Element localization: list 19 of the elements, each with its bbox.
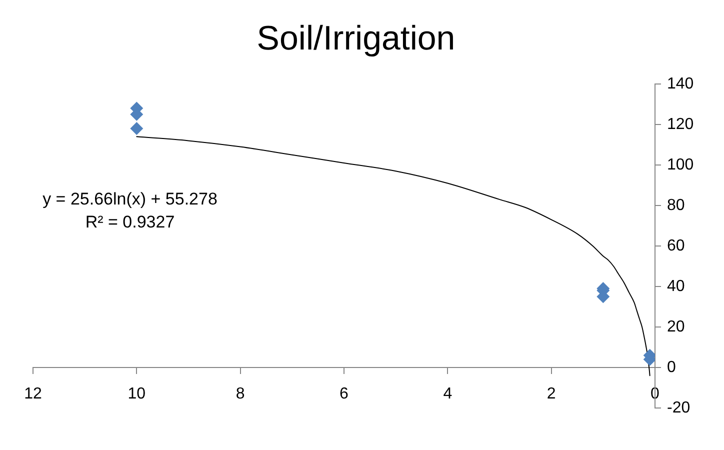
x-tick-label: 12 [24,386,42,403]
x-tick-label: 2 [546,386,556,403]
y-tick-label: 120 [667,116,694,133]
y-tick-label: 60 [667,237,685,254]
y-tick-label: -20 [667,399,690,416]
x-tick-label: 4 [443,386,452,403]
y-tick-label: 0 [667,358,676,376]
point [130,122,144,136]
y-tick-label: 20 [667,318,685,336]
x-tick-label: 10 [128,386,146,403]
y-tick-label: 80 [667,196,685,214]
y-tick-label: 100 [667,156,694,174]
annotation: R² = 0.9327 [85,212,175,232]
annotation: y = 25.66ln(x) + 55.278 [42,190,218,209]
y-tick-label: 40 [667,278,685,295]
x-tick-label: 6 [340,386,349,403]
chart-title: Soil/Irrigation [256,19,456,58]
y-tick-label: 140 [667,75,694,92]
x-tick-label: 8 [236,386,245,403]
